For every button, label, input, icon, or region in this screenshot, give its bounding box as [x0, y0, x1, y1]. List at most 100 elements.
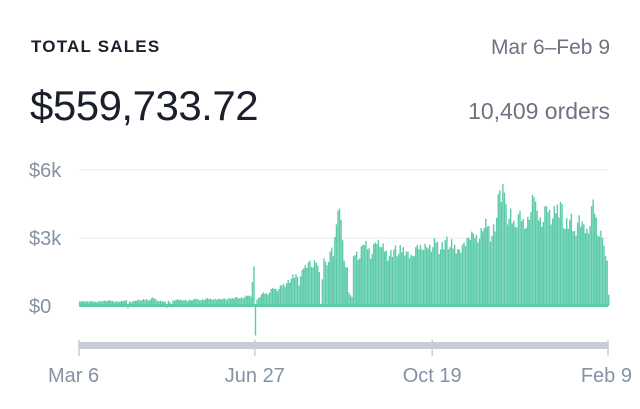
time-scrubber[interactable] [78, 340, 609, 356]
bar [441, 242, 443, 306]
bar [355, 251, 358, 306]
bar [208, 299, 210, 306]
bar [237, 298, 240, 306]
bar [268, 292, 271, 306]
bar [569, 219, 571, 306]
bar [233, 298, 235, 306]
bar [499, 190, 501, 306]
bar [564, 228, 566, 306]
bar [279, 285, 282, 306]
bar [371, 253, 373, 306]
bar [360, 246, 363, 306]
bar [444, 240, 447, 306]
bar [335, 224, 338, 306]
bar [542, 221, 545, 306]
bar [492, 224, 495, 306]
bar [401, 252, 403, 306]
bar [226, 299, 229, 306]
bar [128, 301, 131, 306]
bar [287, 280, 289, 306]
bar [608, 294, 610, 306]
bar [511, 223, 513, 306]
x-axis-ticks: Mar 6 Jun 27 Oct 19 Feb 9 [48, 365, 632, 387]
bar [310, 267, 313, 306]
bar [551, 218, 554, 306]
bar [248, 295, 250, 306]
bar [368, 248, 370, 306]
bar [214, 298, 216, 306]
bar [359, 258, 361, 306]
y-tick-label: $0 [29, 296, 51, 318]
bar [220, 299, 222, 306]
bar [285, 283, 288, 306]
bar [453, 244, 456, 306]
bar [416, 244, 419, 306]
bar [172, 300, 174, 306]
bar [167, 300, 170, 306]
bar [105, 301, 107, 306]
bar [379, 247, 381, 306]
bar [262, 292, 264, 306]
bar [121, 300, 123, 306]
bar [194, 298, 196, 306]
bar [407, 251, 409, 306]
bar [88, 301, 90, 306]
bar [222, 298, 224, 306]
date-range[interactable]: Mar 6–Feb 9 [490, 36, 610, 59]
bar [201, 299, 204, 306]
bar [404, 255, 406, 306]
bar [405, 251, 408, 306]
bar [119, 301, 121, 306]
bar [113, 301, 115, 306]
bar [494, 231, 496, 306]
bar [439, 249, 442, 306]
bar [271, 287, 274, 306]
bar [85, 301, 87, 306]
bar [331, 247, 333, 306]
bar [228, 297, 230, 306]
bar [225, 299, 227, 306]
bar [296, 276, 299, 306]
bar [537, 220, 540, 306]
bar [184, 299, 187, 306]
bar [114, 301, 117, 306]
bar [173, 300, 176, 306]
bar [155, 299, 157, 306]
sales-bar-chart[interactable]: $6k $3k $0 Mar 6 Jun 27 Oct 19 Feb 9 [0, 150, 640, 409]
bar [159, 300, 162, 306]
bar [124, 300, 126, 306]
bar [136, 300, 138, 306]
bar [281, 285, 283, 306]
bar [539, 217, 541, 306]
bar [209, 298, 212, 306]
bar [565, 218, 568, 306]
bar [586, 228, 588, 306]
bar [340, 219, 342, 306]
bar [410, 254, 412, 306]
bar [450, 239, 453, 306]
bar [572, 231, 574, 306]
bar [141, 300, 143, 306]
bar [175, 299, 177, 306]
bar [555, 213, 557, 306]
bar [509, 208, 512, 306]
bar [419, 245, 422, 306]
bar [530, 212, 532, 306]
bar [198, 300, 201, 306]
bar [374, 242, 377, 306]
bar [80, 301, 82, 306]
bar [595, 217, 597, 306]
bar [430, 251, 433, 306]
bar [525, 227, 527, 306]
bar [253, 266, 255, 306]
bar [251, 281, 254, 306]
scrubber-track[interactable] [79, 342, 608, 349]
bar [183, 300, 185, 306]
bar [247, 295, 249, 306]
bar [500, 201, 503, 306]
bar [387, 260, 389, 306]
bar [472, 233, 475, 306]
bar [299, 276, 302, 306]
x-tick-label: Feb 9 [581, 365, 632, 387]
bar [460, 252, 462, 306]
